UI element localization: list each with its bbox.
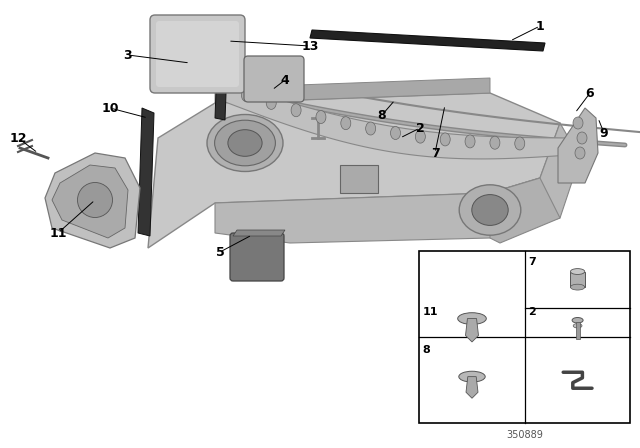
Bar <box>419 251 630 423</box>
Ellipse shape <box>573 323 582 328</box>
Polygon shape <box>490 178 560 243</box>
Text: 2: 2 <box>415 121 424 134</box>
Ellipse shape <box>572 318 583 323</box>
Ellipse shape <box>570 269 585 275</box>
Ellipse shape <box>316 111 326 124</box>
Text: 9: 9 <box>600 126 608 139</box>
Ellipse shape <box>415 130 426 143</box>
Ellipse shape <box>460 185 521 235</box>
Polygon shape <box>52 165 128 238</box>
FancyBboxPatch shape <box>156 21 239 87</box>
Ellipse shape <box>573 117 583 129</box>
Ellipse shape <box>515 137 525 150</box>
Ellipse shape <box>458 313 486 324</box>
Polygon shape <box>218 80 573 159</box>
Ellipse shape <box>77 182 113 217</box>
FancyBboxPatch shape <box>150 15 245 93</box>
Polygon shape <box>310 30 545 51</box>
Ellipse shape <box>266 96 276 109</box>
Ellipse shape <box>577 132 587 144</box>
Ellipse shape <box>465 135 475 148</box>
Ellipse shape <box>291 104 301 117</box>
Ellipse shape <box>575 147 585 159</box>
Text: 4: 4 <box>280 73 289 86</box>
Text: 8: 8 <box>378 108 387 121</box>
Ellipse shape <box>472 194 508 225</box>
Polygon shape <box>233 230 285 236</box>
Ellipse shape <box>341 116 351 129</box>
Bar <box>340 165 378 193</box>
Text: 7: 7 <box>528 257 536 267</box>
Text: 10: 10 <box>101 102 119 115</box>
Ellipse shape <box>490 136 500 149</box>
Text: 350889: 350889 <box>506 430 543 439</box>
Text: 6: 6 <box>586 86 595 99</box>
Ellipse shape <box>241 89 252 102</box>
Text: 1: 1 <box>536 20 545 33</box>
Polygon shape <box>558 108 598 183</box>
FancyBboxPatch shape <box>244 56 304 102</box>
Ellipse shape <box>365 122 376 135</box>
Bar <box>570 271 585 287</box>
Polygon shape <box>215 78 490 103</box>
Text: 11: 11 <box>49 227 67 240</box>
Ellipse shape <box>459 371 485 382</box>
Text: 11: 11 <box>422 307 438 317</box>
Ellipse shape <box>440 133 450 146</box>
FancyBboxPatch shape <box>230 233 284 281</box>
Text: 5: 5 <box>216 246 225 258</box>
Bar <box>575 323 580 339</box>
Text: 8: 8 <box>422 345 430 355</box>
Ellipse shape <box>390 126 401 139</box>
Polygon shape <box>215 123 580 243</box>
Polygon shape <box>466 377 478 398</box>
Text: 7: 7 <box>431 146 440 159</box>
Polygon shape <box>45 153 140 248</box>
Polygon shape <box>138 108 154 236</box>
Polygon shape <box>148 93 560 248</box>
Text: 3: 3 <box>124 48 132 61</box>
Text: 2: 2 <box>528 307 536 317</box>
Polygon shape <box>215 38 228 120</box>
Text: 12: 12 <box>9 132 27 145</box>
Ellipse shape <box>570 284 585 290</box>
Ellipse shape <box>207 115 283 172</box>
Text: 13: 13 <box>301 39 319 52</box>
Ellipse shape <box>214 120 275 166</box>
Polygon shape <box>465 319 479 342</box>
Ellipse shape <box>228 130 262 156</box>
